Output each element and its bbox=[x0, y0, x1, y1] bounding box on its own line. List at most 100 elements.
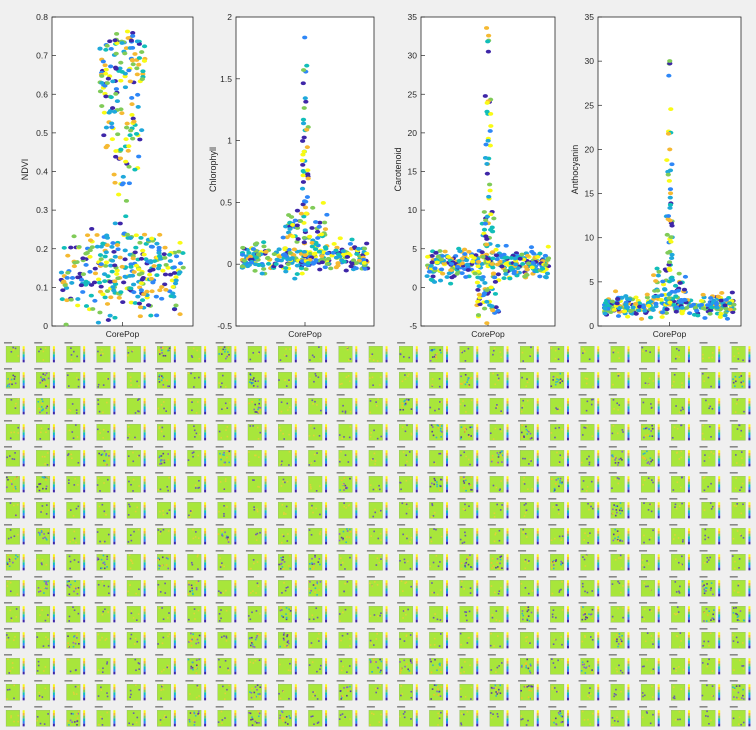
heatmap-cell bbox=[8, 383, 11, 386]
colorbar-icon bbox=[627, 533, 630, 537]
thumbnail-plot bbox=[306, 368, 328, 389]
thumbnail-heatmap bbox=[66, 476, 81, 493]
heatmap-cell bbox=[500, 454, 502, 457]
colorbar-icon bbox=[657, 538, 660, 542]
colorbar-icon bbox=[385, 372, 388, 375]
colorbar-icon bbox=[566, 432, 569, 435]
heatmap-cell bbox=[132, 460, 135, 463]
thumbnail-title bbox=[155, 446, 164, 448]
heatmap-cell bbox=[341, 410, 344, 413]
thumbnail-plot bbox=[487, 446, 509, 467]
heatmap-cell bbox=[522, 399, 525, 402]
colorbar-icon bbox=[294, 554, 297, 557]
colorbar-icon bbox=[325, 484, 328, 487]
heatmap-cell bbox=[740, 429, 743, 432]
heatmap-cell bbox=[550, 539, 553, 542]
colorbar-icon bbox=[415, 398, 418, 401]
data-point bbox=[456, 258, 462, 263]
colorbar-icon bbox=[415, 541, 418, 545]
colorbar-icon bbox=[173, 507, 176, 511]
heatmap-cell bbox=[108, 453, 110, 455]
heatmap-cell bbox=[102, 541, 104, 544]
heatmap-cell bbox=[496, 406, 499, 408]
heatmap-cell bbox=[643, 427, 645, 430]
thumbnail-plot bbox=[578, 498, 600, 519]
y-tick-label: 5 bbox=[589, 277, 594, 287]
heatmap-cell bbox=[16, 476, 18, 479]
heatmap-cell bbox=[160, 455, 163, 457]
colorbar-icon bbox=[657, 406, 660, 409]
data-point bbox=[92, 298, 98, 303]
thumbnail-heatmap bbox=[5, 424, 20, 441]
data-point bbox=[638, 317, 645, 321]
heatmap-cell bbox=[104, 463, 107, 466]
colorbar-icon bbox=[173, 536, 176, 539]
heatmap-cell bbox=[550, 347, 553, 349]
heatmap-cell bbox=[97, 350, 99, 353]
thumbnail-title bbox=[608, 394, 617, 396]
colorbar-icon bbox=[264, 528, 267, 531]
colorbar-icon bbox=[506, 533, 509, 537]
data-point bbox=[313, 220, 319, 224]
heatmap-cell bbox=[618, 404, 621, 406]
heatmap-cell bbox=[250, 382, 253, 385]
data-point bbox=[294, 223, 300, 228]
data-point bbox=[667, 218, 673, 223]
heatmap-cell bbox=[741, 463, 744, 466]
colorbar-icon bbox=[173, 530, 176, 534]
heatmap-cell bbox=[463, 482, 466, 484]
data-point bbox=[111, 109, 118, 114]
thumbnail-title bbox=[427, 420, 436, 422]
colorbar-icon bbox=[113, 452, 116, 456]
heatmap-cell bbox=[522, 360, 525, 362]
data-point bbox=[96, 277, 102, 282]
colorbar-icon bbox=[83, 374, 86, 378]
colorbar-icon bbox=[657, 502, 660, 505]
colorbar-icon bbox=[657, 348, 660, 352]
thumbnail-plot bbox=[94, 446, 116, 467]
colorbar-icon bbox=[506, 507, 509, 511]
colorbar-icon bbox=[718, 489, 721, 493]
heatmap-cell bbox=[131, 562, 134, 565]
thumbnail-heatmap bbox=[247, 476, 262, 493]
heatmap-cell bbox=[462, 508, 465, 510]
thumbnail-plot bbox=[34, 524, 55, 545]
data-point bbox=[132, 167, 138, 172]
heatmap-cell bbox=[432, 434, 435, 437]
thumbnail-title bbox=[276, 368, 285, 370]
thumbnail-plot bbox=[578, 446, 600, 467]
thumbnail-title bbox=[276, 498, 285, 500]
colorbar-icon bbox=[204, 426, 207, 430]
heatmap-cell bbox=[17, 355, 20, 357]
colorbar-icon bbox=[415, 356, 418, 360]
heatmap-cell bbox=[75, 507, 78, 510]
data-point bbox=[485, 256, 491, 261]
thumbnail-heatmap bbox=[701, 502, 716, 519]
colorbar-icon bbox=[748, 426, 751, 430]
colorbar-icon bbox=[536, 406, 539, 409]
colorbar-icon bbox=[597, 398, 600, 401]
colorbar-icon bbox=[536, 356, 539, 360]
data-point bbox=[129, 102, 135, 107]
colorbar-icon bbox=[566, 434, 569, 438]
colorbar-icon bbox=[294, 434, 297, 438]
heatmap-cell bbox=[649, 503, 651, 506]
colorbar-icon bbox=[748, 478, 751, 482]
heatmap-cell bbox=[612, 383, 614, 386]
heatmap-cell bbox=[612, 512, 614, 515]
heatmap-cell bbox=[129, 559, 132, 561]
colorbar-icon bbox=[506, 351, 509, 355]
data-point bbox=[88, 283, 95, 287]
heatmap-cell bbox=[500, 410, 502, 413]
thumbnail-title bbox=[124, 342, 133, 344]
colorbar-icon bbox=[597, 377, 600, 381]
heatmap-cell bbox=[127, 425, 130, 428]
thumbnail-plot bbox=[215, 342, 237, 363]
data-point bbox=[490, 256, 496, 261]
heatmap-cell bbox=[711, 351, 714, 354]
thumbnail-plot bbox=[457, 342, 479, 363]
colorbar-icon bbox=[748, 348, 751, 352]
heatmap-cell bbox=[470, 435, 472, 437]
heatmap-cell bbox=[17, 432, 20, 434]
thumbnail-title bbox=[548, 342, 557, 344]
